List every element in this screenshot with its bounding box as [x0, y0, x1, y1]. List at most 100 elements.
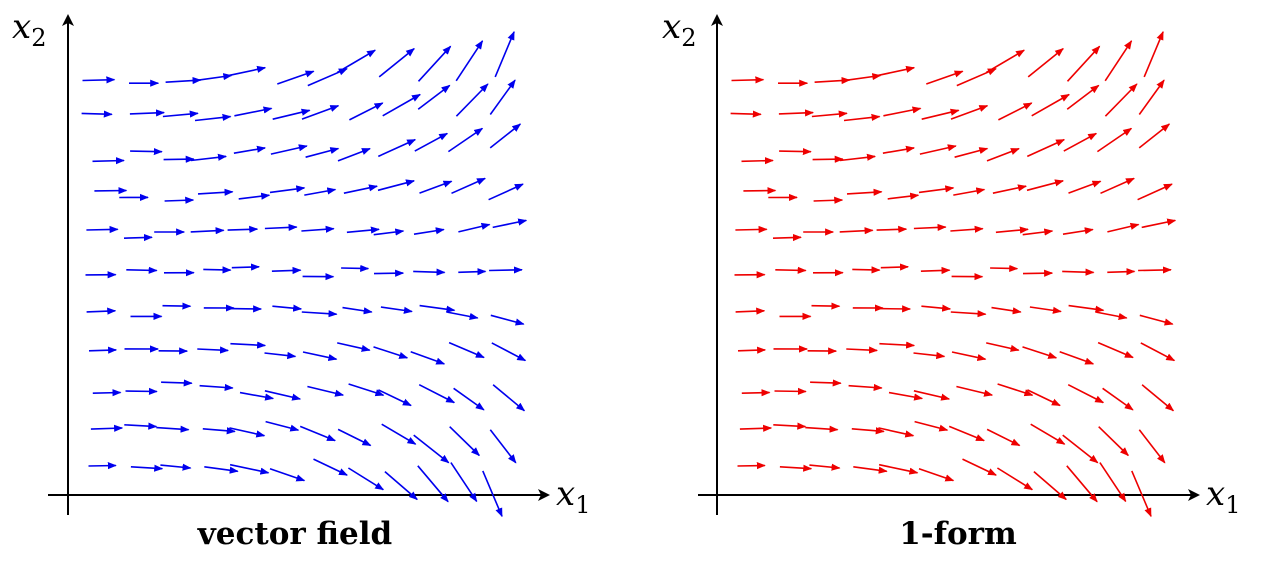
field-arrow — [839, 227, 874, 235]
field-arrow — [86, 307, 117, 315]
field-arrow — [735, 307, 766, 315]
field-arrow — [234, 106, 273, 117]
field-arrow — [919, 144, 957, 155]
field-arrow — [190, 153, 227, 162]
field-arrow — [413, 227, 445, 235]
field-arrow — [239, 391, 275, 401]
field-arrow — [950, 225, 984, 233]
field-arrow — [878, 463, 919, 475]
field-arrow — [229, 427, 266, 438]
panel-vector-field: x2 x1 vector field — [12, 7, 590, 552]
field-arrow — [227, 65, 267, 77]
field-arrow — [997, 383, 1034, 397]
field-arrow — [494, 30, 515, 78]
field-arrow — [264, 390, 302, 401]
field-arrow — [190, 227, 225, 235]
field-arrow — [1068, 304, 1105, 313]
field-arrow — [773, 422, 807, 430]
field-arrow — [950, 104, 989, 120]
field-arrow — [124, 422, 158, 430]
field-arrow — [264, 351, 297, 360]
field-arrow — [165, 76, 202, 85]
field-arrow — [951, 351, 987, 362]
field-arrow — [449, 426, 480, 457]
field-arrow — [336, 49, 376, 74]
field-arrow — [813, 196, 844, 204]
field-arrow — [195, 73, 233, 82]
field-arrow — [489, 266, 523, 274]
field-arrow — [992, 184, 1027, 194]
field-arrow — [418, 383, 456, 404]
field-arrow — [81, 110, 113, 118]
field-arrow — [995, 226, 1029, 234]
field-arrow — [986, 342, 1020, 352]
field-arrow — [413, 434, 450, 464]
field-arrow — [264, 223, 298, 232]
field-arrow — [455, 40, 484, 82]
field-arrow — [458, 268, 487, 276]
field-arrow — [852, 266, 881, 274]
field-arrow — [1063, 132, 1098, 152]
field-arrow — [1030, 423, 1066, 445]
field-arrow — [879, 341, 916, 349]
field-arrow — [986, 147, 1020, 162]
field-arrow — [848, 383, 883, 392]
field-arrow — [86, 225, 119, 234]
panel-caption: 1-form — [899, 516, 1017, 552]
field-arrow — [1107, 268, 1136, 276]
field-arrow — [914, 420, 949, 432]
field-arrow — [450, 462, 478, 503]
field-arrow — [455, 83, 489, 117]
field-arrow — [1104, 83, 1138, 117]
field-arrow — [272, 304, 303, 312]
field-arrow — [130, 464, 164, 472]
field-arrow — [380, 306, 413, 314]
field-arrow — [337, 147, 371, 162]
field-arrow — [1143, 30, 1164, 78]
field-arrow — [962, 458, 997, 476]
field-arrow — [1022, 269, 1054, 277]
field-arrow — [410, 351, 446, 365]
field-arrow — [1138, 429, 1166, 464]
panel-one-form: x2 x1 1-form — [662, 7, 1240, 552]
field-arrow — [492, 384, 526, 412]
field-arrow — [1062, 268, 1095, 276]
field-arrow — [887, 192, 920, 200]
field-arrow — [774, 387, 807, 395]
field-arrow — [377, 138, 417, 158]
field-arrow — [88, 462, 117, 470]
field-arrow — [378, 389, 412, 407]
field-arrow — [382, 93, 421, 117]
field-arrow — [1139, 314, 1174, 326]
field-arrow — [227, 225, 259, 233]
field-arrow — [814, 76, 851, 85]
field-arrow — [737, 462, 766, 470]
field-arrow — [453, 387, 485, 411]
field-arrow — [272, 108, 311, 120]
field-arrow — [233, 145, 266, 154]
field-arrow — [304, 187, 337, 196]
field-arrow — [1096, 311, 1128, 320]
field-arrow — [986, 428, 1021, 447]
field-arrow — [229, 463, 270, 475]
field-arrow — [1141, 218, 1177, 229]
field-arrow — [492, 218, 528, 229]
field-arrow — [269, 185, 306, 194]
y-axis-label: x2 — [12, 7, 46, 52]
field-arrow — [913, 390, 951, 401]
field-arrow — [739, 424, 773, 432]
field-arrow — [1096, 127, 1133, 153]
field-arrow — [301, 225, 335, 233]
field-arrow — [1066, 45, 1101, 82]
field-arrow — [417, 45, 452, 82]
field-arrow — [810, 379, 842, 387]
field-arrow — [413, 268, 446, 276]
field-arrow — [162, 110, 199, 118]
field-arrow — [1131, 470, 1152, 518]
field-arrow — [82, 76, 116, 84]
field-arrow — [204, 466, 239, 474]
field-arrow — [197, 346, 229, 354]
field-arrow — [853, 466, 888, 474]
field-arrow — [920, 266, 951, 275]
